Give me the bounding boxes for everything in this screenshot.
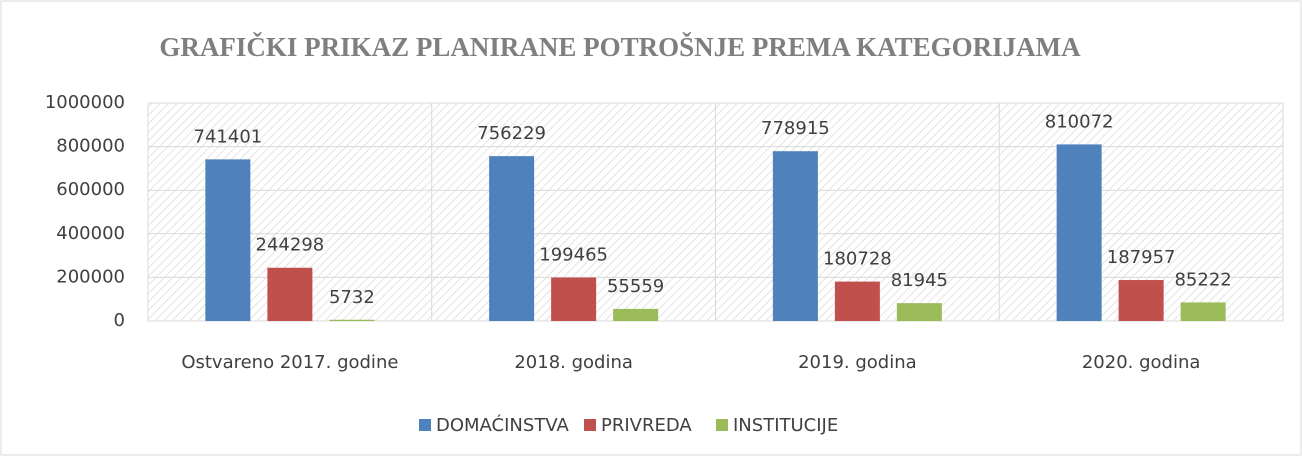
data-label: 244298 (256, 235, 325, 256)
bar (329, 319, 375, 321)
x-tick-label: Ostvareno 2017. godine (181, 352, 398, 373)
data-label: 85222 (1174, 269, 1231, 290)
bar (205, 159, 251, 321)
data-label: 199465 (539, 245, 608, 266)
bar (1118, 280, 1164, 321)
bar (896, 303, 942, 321)
y-tick-label: 800000 (56, 136, 125, 157)
bar (551, 277, 597, 321)
data-label: 180728 (823, 249, 892, 270)
legend-label: INSTITUCIJE (733, 415, 838, 436)
y-tick-label: 1000000 (45, 92, 125, 113)
legend-label: DOMAĆINSTVA (436, 414, 569, 436)
chart-title: GRAFIČKI PRIKAZ PLANIRANE POTROŠNJE PREM… (159, 32, 1081, 62)
data-label: 5732 (329, 287, 375, 308)
legend-swatch (716, 419, 728, 431)
data-label: 741401 (194, 126, 263, 147)
data-label: 187957 (1107, 247, 1176, 268)
data-label: 81945 (891, 270, 948, 291)
y-tick-label: 400000 (56, 223, 125, 244)
y-tick-label: 0 (114, 310, 125, 331)
bar (267, 267, 313, 321)
data-label: 778915 (761, 118, 830, 139)
bar (613, 308, 659, 321)
x-tick-label: 2018. godina (514, 352, 633, 373)
data-label: 55559 (607, 276, 664, 297)
bar (1056, 144, 1102, 321)
legend-swatch (419, 419, 431, 431)
y-tick-label: 600000 (56, 179, 125, 200)
bar (772, 151, 818, 321)
data-label: 810072 (1045, 111, 1114, 132)
x-tick-label: 2019. godina (798, 352, 917, 373)
y-tick-label: 200000 (56, 266, 125, 287)
legend-label: PRIVREDA (601, 415, 692, 436)
bar (1180, 302, 1226, 321)
x-tick-label: 2020. godina (1082, 352, 1201, 373)
data-label: 756229 (477, 123, 546, 144)
legend-swatch (584, 419, 596, 431)
bar (489, 156, 535, 321)
bar (834, 281, 880, 321)
